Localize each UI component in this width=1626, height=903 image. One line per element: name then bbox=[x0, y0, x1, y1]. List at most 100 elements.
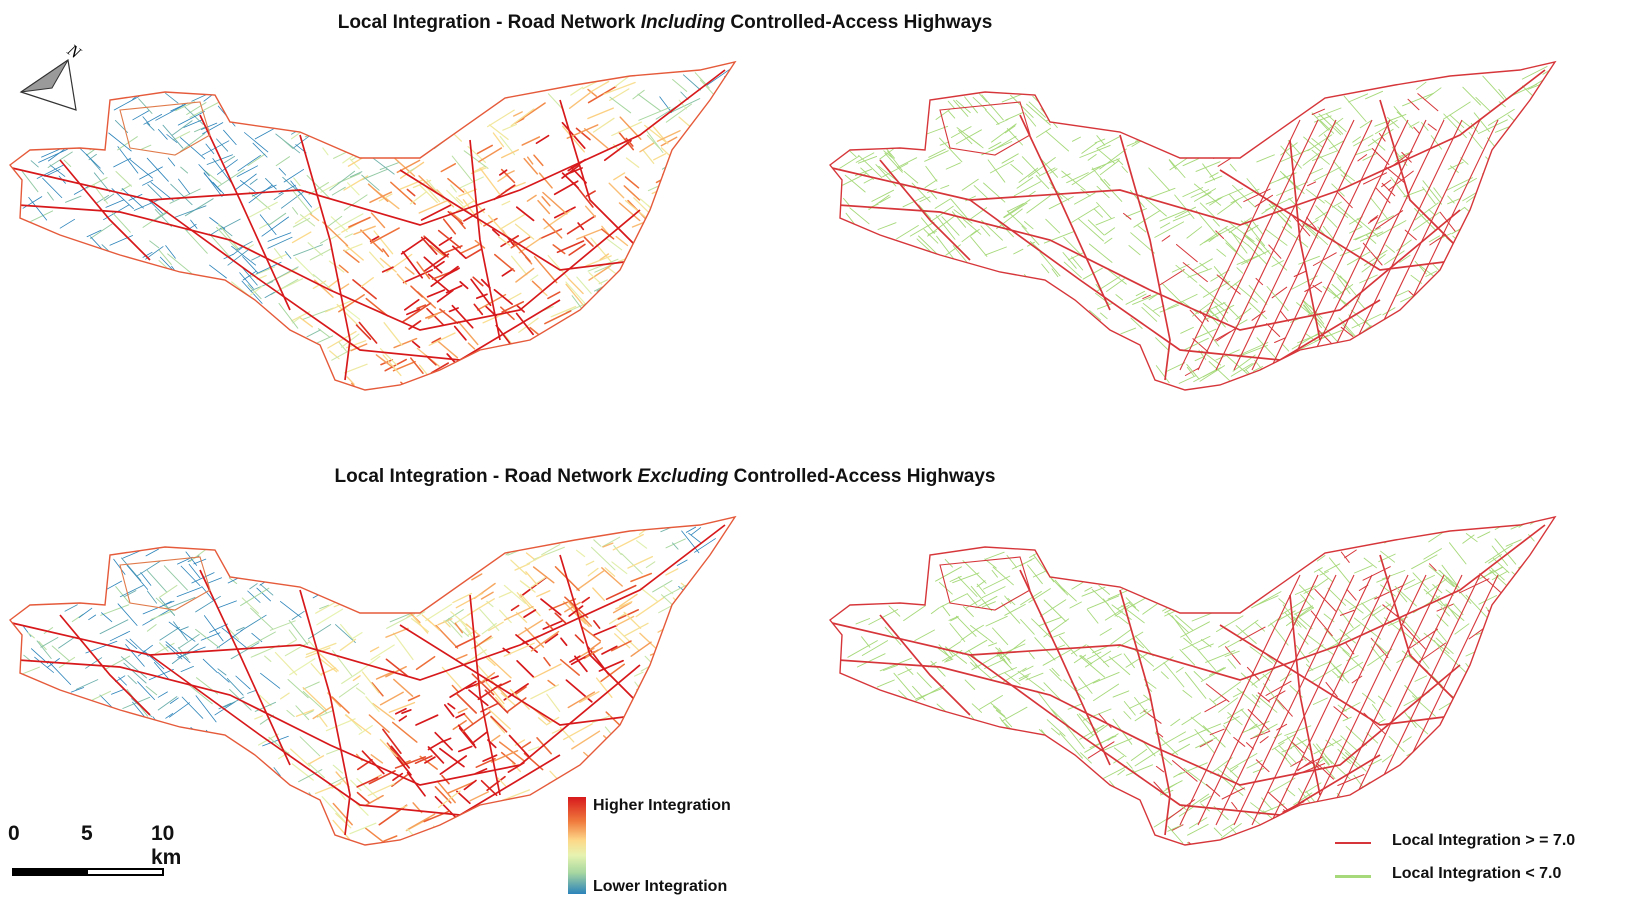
road-segment bbox=[1349, 216, 1363, 225]
road-segment bbox=[882, 163, 909, 178]
road-segment bbox=[523, 609, 537, 618]
arterial-road bbox=[1119, 589, 1171, 836]
road-segment bbox=[1353, 134, 1374, 147]
road-segment bbox=[1352, 136, 1362, 143]
road-segment bbox=[501, 301, 525, 313]
road-segment bbox=[1281, 747, 1293, 753]
road-segment bbox=[903, 170, 919, 184]
road-segment bbox=[183, 119, 203, 128]
road-segment bbox=[1223, 725, 1231, 735]
road-segment bbox=[883, 664, 898, 671]
road-segment bbox=[1123, 653, 1135, 669]
road-segment bbox=[1395, 290, 1409, 297]
arterial-road bbox=[1269, 574, 1391, 826]
road-segment bbox=[576, 228, 603, 240]
arterial-road bbox=[1251, 574, 1373, 826]
road-segment bbox=[415, 714, 439, 726]
road-segment bbox=[1332, 664, 1350, 684]
road-segment bbox=[495, 696, 505, 709]
road-segment bbox=[437, 790, 461, 809]
road-segment bbox=[1092, 646, 1108, 654]
road-segment bbox=[309, 248, 332, 261]
road-segment bbox=[1263, 683, 1285, 710]
road-segment bbox=[385, 658, 408, 677]
road-segment bbox=[262, 735, 289, 747]
road-segment bbox=[188, 563, 201, 579]
road-segment bbox=[436, 780, 456, 804]
road-segment bbox=[30, 160, 39, 168]
road-segment bbox=[269, 620, 296, 631]
road-segment bbox=[1087, 595, 1120, 610]
road-segment bbox=[467, 342, 476, 350]
road-segment bbox=[576, 276, 592, 295]
road-segment bbox=[971, 703, 983, 713]
road-segment bbox=[970, 661, 977, 669]
road-segment bbox=[1363, 557, 1377, 569]
road-segment bbox=[1225, 646, 1241, 665]
road-segment bbox=[414, 755, 433, 765]
road-segment bbox=[428, 332, 456, 346]
road-segment bbox=[291, 189, 313, 215]
scale-bar-graphic bbox=[12, 868, 164, 876]
road-segment bbox=[457, 320, 479, 346]
road-segment bbox=[299, 214, 316, 227]
road-segment bbox=[177, 111, 205, 126]
road-segment bbox=[335, 624, 356, 644]
road-segment bbox=[520, 581, 533, 591]
road-segment bbox=[601, 567, 623, 587]
road-segment bbox=[518, 317, 539, 333]
road-segment bbox=[689, 124, 711, 142]
road-segment bbox=[1081, 586, 1106, 597]
road-segment bbox=[173, 621, 188, 641]
road-segment bbox=[201, 586, 215, 602]
road-segment bbox=[457, 724, 476, 746]
road-segment bbox=[935, 566, 962, 582]
road-segment bbox=[186, 102, 207, 115]
road-segment bbox=[519, 593, 541, 617]
road-segment bbox=[1217, 188, 1244, 200]
road-segment bbox=[1363, 172, 1387, 185]
road-segment bbox=[1423, 548, 1442, 560]
road-segment bbox=[1464, 207, 1488, 228]
road-segment bbox=[1428, 280, 1453, 302]
road-segment bbox=[1315, 762, 1334, 780]
road-segment bbox=[945, 162, 961, 170]
road-segment bbox=[927, 231, 937, 236]
road-segment bbox=[167, 253, 195, 276]
road-segment bbox=[1290, 738, 1308, 749]
road-segment bbox=[634, 671, 644, 677]
road-segment bbox=[1216, 327, 1237, 342]
road-segment bbox=[962, 560, 987, 584]
road-segment bbox=[516, 592, 531, 608]
road-segment bbox=[1200, 639, 1212, 648]
road-segment bbox=[176, 587, 202, 597]
road-segment bbox=[416, 611, 426, 617]
scale-bar-fill bbox=[14, 870, 88, 874]
road-segment bbox=[1004, 672, 1021, 685]
road-segment bbox=[1049, 668, 1062, 682]
road-segment bbox=[905, 666, 914, 675]
road-segment bbox=[1382, 307, 1396, 316]
road-segment bbox=[587, 107, 614, 120]
road-segment bbox=[455, 654, 468, 660]
panel-title-top: Local Integration - Road Network Includi… bbox=[0, 12, 1330, 34]
road-segment bbox=[1205, 783, 1221, 797]
road-segment bbox=[278, 184, 296, 195]
road-segment bbox=[1230, 765, 1239, 773]
road-segment bbox=[331, 696, 350, 714]
road-segment bbox=[1171, 263, 1190, 273]
road-segment bbox=[1209, 728, 1225, 736]
road-segment bbox=[180, 565, 201, 586]
road-segment bbox=[1045, 130, 1070, 152]
road-segment bbox=[307, 242, 323, 256]
road-segment bbox=[166, 134, 178, 143]
road-segment bbox=[278, 167, 287, 176]
road-segment bbox=[402, 302, 432, 323]
road-segment bbox=[459, 243, 480, 255]
road-segment bbox=[521, 741, 532, 749]
road-segment bbox=[126, 564, 149, 590]
road-segment bbox=[236, 165, 259, 177]
road-segment bbox=[1116, 158, 1124, 166]
road-segment bbox=[427, 313, 439, 320]
road-segment bbox=[1113, 755, 1125, 764]
